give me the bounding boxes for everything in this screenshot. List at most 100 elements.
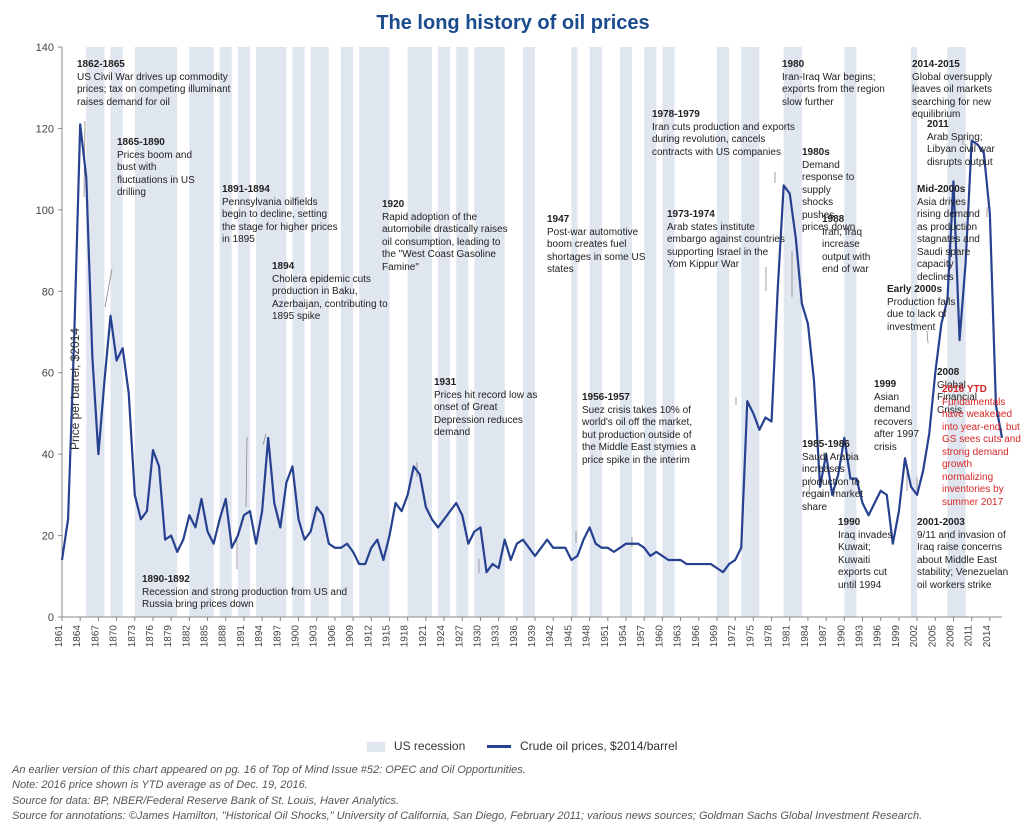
- annotation: 1988Iran, Iraq increase output with end …: [822, 214, 882, 277]
- annotation-text: Saudi Arabia increases production to reg…: [802, 452, 867, 515]
- annotation-heading: 1947: [547, 214, 652, 227]
- annotation-text: Arab Spring; Libyan civil war disrupts o…: [927, 132, 1012, 170]
- annotation-text: Iran, Iraq increase output with end of w…: [822, 227, 882, 277]
- svg-text:1930: 1930: [472, 625, 483, 648]
- annotation-heading: 1931: [434, 377, 539, 390]
- source-line: Note: 2016 price shown is YTD average as…: [12, 778, 1014, 793]
- annotation-text: US Civil War drives up commodity prices;…: [77, 72, 237, 110]
- annotation: 2016 YTDFundamentals have weakened into …: [942, 384, 1022, 509]
- y-axis-label: Price per barrel, $2014: [68, 328, 82, 450]
- annotation-heading: 2008: [937, 367, 992, 380]
- annotation-heading: 1980: [782, 59, 902, 72]
- annotation-text: Iraq invades Kuwait; Kuwaiti exports cut…: [838, 530, 903, 593]
- annotation-heading: 1990: [838, 517, 903, 530]
- annotation-heading: 1988: [822, 214, 882, 227]
- annotation: 1862-1865US Civil War drives up commodit…: [77, 59, 237, 109]
- annotation-heading: 1985-1986: [802, 439, 867, 452]
- annotation: 2001-20039/11 and invasion of Iraq raise…: [917, 517, 1017, 592]
- legend-recession-swatch: [367, 742, 385, 752]
- svg-text:1996: 1996: [873, 625, 884, 648]
- svg-text:140: 140: [36, 42, 54, 54]
- legend-recession-label: US recession: [394, 739, 465, 753]
- svg-text:1876: 1876: [145, 625, 156, 648]
- annotation-text: Asia drives rising demand as production …: [917, 197, 992, 285]
- annotation-text: Recession and strong production from US …: [142, 587, 362, 612]
- legend: US recession Crude oil prices, $2014/bar…: [12, 739, 1014, 753]
- svg-text:1927: 1927: [454, 625, 465, 648]
- svg-text:1885: 1885: [200, 625, 211, 648]
- svg-text:1894: 1894: [254, 625, 265, 648]
- svg-text:40: 40: [42, 449, 54, 461]
- annotation-heading: 1862-1865: [77, 59, 237, 72]
- annotation-heading: Mid-2000s: [917, 184, 992, 197]
- svg-text:1912: 1912: [363, 625, 374, 648]
- source-line: An earlier version of this chart appeare…: [12, 763, 1014, 778]
- annotation-heading: 2014-2015: [912, 59, 1022, 72]
- svg-text:1975: 1975: [745, 625, 756, 648]
- svg-text:20: 20: [42, 531, 54, 543]
- svg-text:1957: 1957: [636, 625, 647, 648]
- svg-text:1909: 1909: [345, 625, 356, 648]
- svg-text:1981: 1981: [782, 625, 793, 648]
- svg-text:1954: 1954: [618, 625, 629, 648]
- svg-text:1873: 1873: [127, 625, 138, 648]
- annotation-text: 9/11 and invasion of Iraq raise concerns…: [917, 530, 1017, 593]
- annotation: 1890-1892Recession and strong production…: [142, 574, 362, 612]
- annotation-text: Iran cuts production and exports during …: [652, 122, 797, 160]
- svg-text:1906: 1906: [327, 625, 338, 648]
- svg-text:1921: 1921: [418, 625, 429, 648]
- annotation: 2014-2015Global oversupply leaves oil ma…: [912, 59, 1022, 122]
- chart-area: Price per barrel, $2014 0204060801001201…: [12, 39, 1014, 739]
- annotation-text: Arab states institute embargo against co…: [667, 222, 787, 272]
- svg-text:1924: 1924: [436, 625, 447, 648]
- annotation-text: Iran-Iraq War begins; exports from the r…: [782, 72, 902, 110]
- svg-text:1882: 1882: [181, 625, 192, 648]
- annotation: 1978-1979Iran cuts production and export…: [652, 109, 797, 159]
- svg-text:1861: 1861: [54, 625, 65, 648]
- annotation-heading: 1894: [272, 261, 392, 274]
- svg-text:80: 80: [42, 286, 54, 298]
- svg-text:0: 0: [48, 612, 54, 624]
- svg-text:1972: 1972: [727, 625, 738, 648]
- annotation-text: Prices boom and bust with fluctuations i…: [117, 150, 207, 200]
- annotation-heading: 1978-1979: [652, 109, 797, 122]
- annotation-text: Suez crisis takes 10% of world's oil off…: [582, 405, 707, 468]
- svg-text:1948: 1948: [582, 625, 593, 648]
- annotation-heading: 1999: [874, 379, 934, 392]
- annotation-heading: 2001-2003: [917, 517, 1017, 530]
- annotation: 1985-1986Saudi Arabia increases producti…: [802, 439, 867, 514]
- annotation-text: Fundamentals have weakened into year-end…: [942, 397, 1022, 510]
- legend-series-label: Crude oil prices, $2014/barrel: [520, 739, 677, 753]
- annotation-heading: 1980s: [802, 147, 862, 160]
- svg-text:1942: 1942: [545, 625, 556, 648]
- svg-text:1960: 1960: [654, 625, 665, 648]
- svg-text:120: 120: [36, 123, 54, 135]
- svg-text:1939: 1939: [527, 625, 538, 648]
- svg-text:1966: 1966: [691, 625, 702, 648]
- svg-text:1903: 1903: [309, 625, 320, 648]
- annotation: 1956-1957Suez crisis takes 10% of world'…: [582, 392, 707, 467]
- svg-text:1888: 1888: [218, 625, 229, 648]
- svg-text:1870: 1870: [109, 625, 120, 648]
- annotation: Mid-2000sAsia drives rising demand as pr…: [917, 184, 992, 284]
- svg-text:1900: 1900: [291, 625, 302, 648]
- svg-text:1945: 1945: [563, 625, 574, 648]
- annotation-text: Cholera epidemic cuts production in Baku…: [272, 274, 392, 324]
- annotation-heading: 1973-1974: [667, 209, 787, 222]
- svg-text:2005: 2005: [927, 625, 938, 648]
- svg-text:1918: 1918: [400, 625, 411, 648]
- svg-text:60: 60: [42, 368, 54, 380]
- annotation: 1999Asian demand recovers after 1997 cri…: [874, 379, 934, 454]
- svg-text:1933: 1933: [491, 625, 502, 648]
- annotation: 1865-1890Prices boom and bust with fluct…: [117, 137, 207, 200]
- annotation-text: Post-war automotive boom creates fuel sh…: [547, 227, 652, 277]
- svg-text:1987: 1987: [818, 625, 829, 648]
- svg-text:2008: 2008: [945, 625, 956, 648]
- annotation: 1931Prices hit record low as onset of Gr…: [434, 377, 539, 440]
- annotation: 1947Post-war automotive boom creates fue…: [547, 214, 652, 277]
- annotation-text: Prices hit record low as onset of Great …: [434, 390, 539, 440]
- annotation-heading: Early 2000s: [887, 284, 957, 297]
- annotation: 1980Iran-Iraq War begins; exports from t…: [782, 59, 902, 109]
- svg-text:1897: 1897: [272, 625, 283, 648]
- svg-text:1891: 1891: [236, 625, 247, 648]
